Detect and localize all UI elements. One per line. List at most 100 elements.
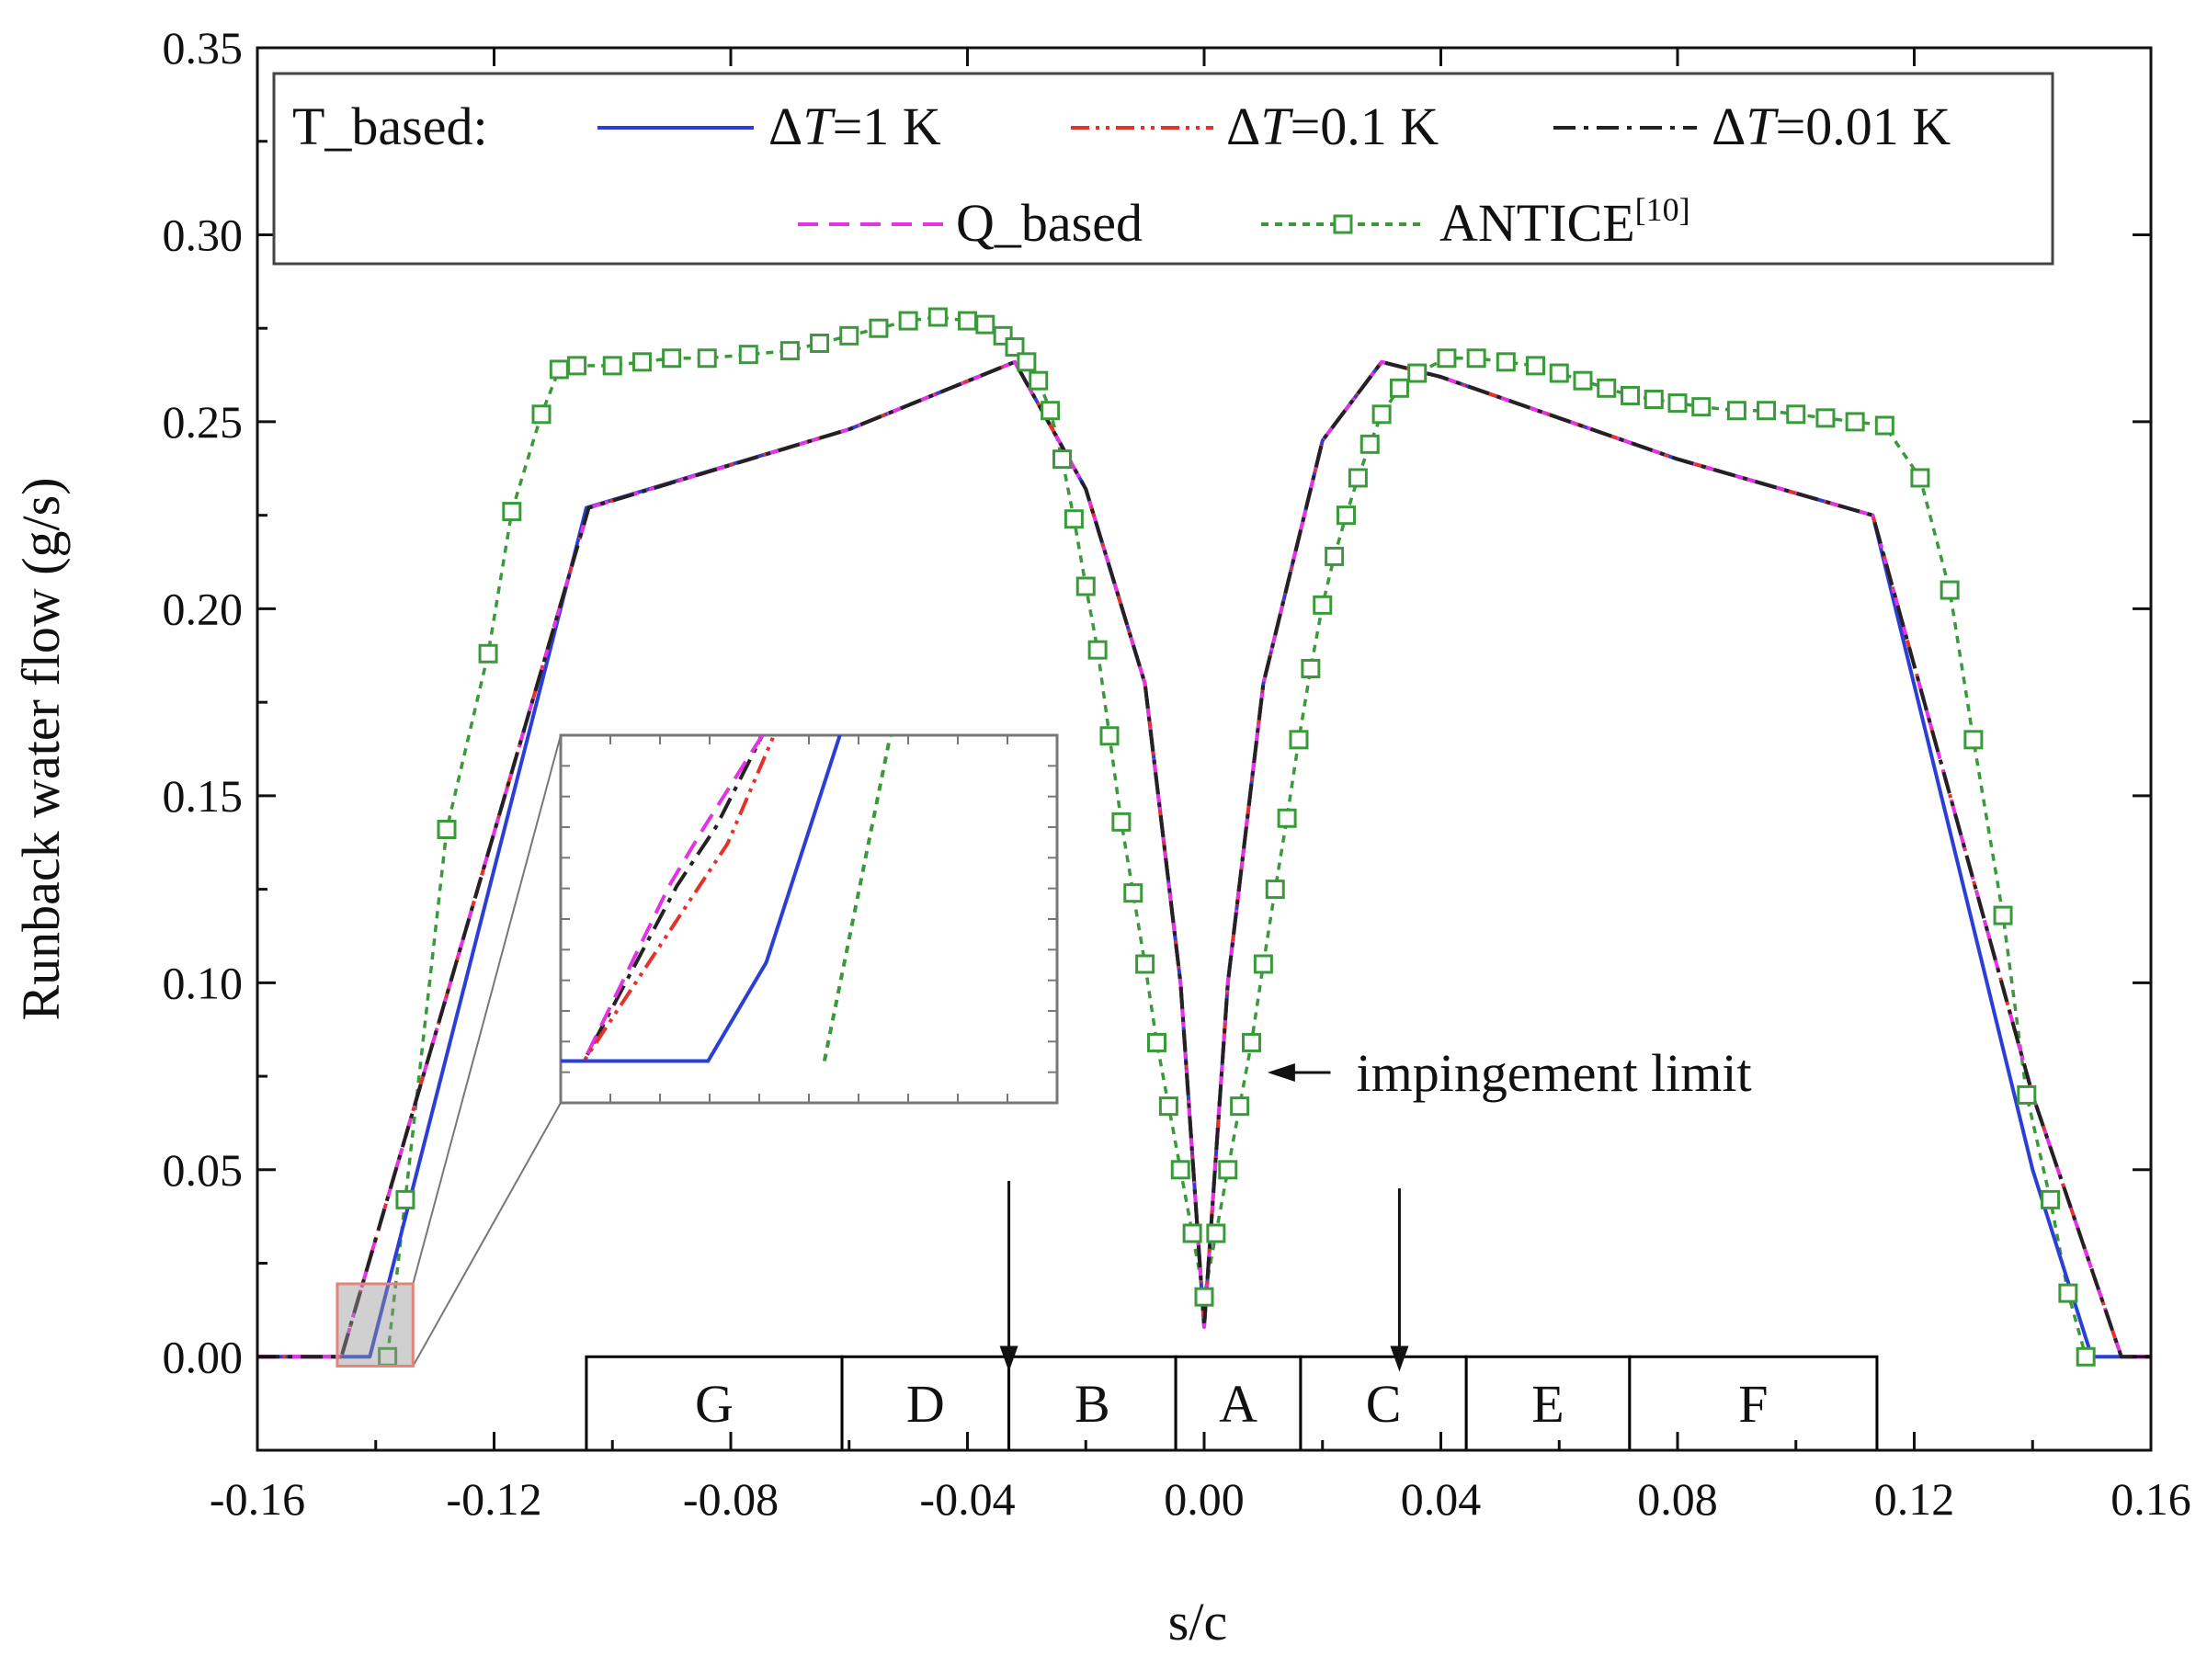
region-a-label: A — [1219, 1374, 1257, 1434]
antice-marker — [1786, 404, 1806, 425]
zoom-source-box — [336, 734, 562, 1368]
inset-series — [561, 735, 893, 1063]
y-tick-label: 0.00 — [163, 1331, 244, 1382]
antice-marker — [1691, 397, 1712, 417]
y-tick-label: 0.20 — [163, 583, 244, 634]
antice-marker — [502, 502, 522, 522]
series-lines — [257, 315, 2151, 1359]
series-dT1-line — [257, 359, 2151, 1359]
antice-marker — [1075, 576, 1096, 596]
antice-marker — [567, 356, 587, 376]
antice-marker — [1017, 352, 1037, 372]
y-tick-label: 0.05 — [163, 1144, 244, 1196]
inset-line-antice — [822, 735, 893, 1061]
antice-marker — [602, 356, 622, 376]
legend-label-dT1: ΔT=1 K — [768, 96, 941, 156]
inset-frame — [559, 733, 1059, 1105]
y-axis-title: Runback water flow (g/s) — [11, 477, 71, 1020]
antice-marker — [549, 359, 569, 380]
x-tick-label: 0.16 — [2110, 1473, 2191, 1525]
antice-marker — [1218, 1160, 1238, 1180]
x-axis-title: s/c — [1168, 1592, 1227, 1652]
impingement-arrows — [999, 1181, 1409, 1372]
legend-label-q: Q_based — [956, 193, 1143, 253]
legend-marker-antice — [1333, 214, 1353, 234]
antice-marker — [1123, 883, 1143, 903]
impingement-arrow-head — [1390, 1345, 1409, 1372]
antice-marker — [839, 325, 859, 346]
antice-marker — [869, 318, 889, 338]
antice-marker — [1389, 378, 1409, 398]
antice-marker — [1963, 730, 1984, 750]
antice-marker — [1277, 808, 1297, 828]
antice-marker — [1111, 812, 1132, 832]
antice-marker — [1726, 401, 1746, 421]
series-dT001-line — [257, 359, 2151, 1359]
antice-marker — [810, 333, 830, 353]
antice-marker — [1194, 1287, 1214, 1307]
antice-marker — [1289, 730, 1309, 750]
antice-marker — [1874, 415, 1894, 436]
y-tick-label: 0.10 — [163, 957, 244, 1008]
legend-label-dT001: ΔT=0.01 K — [1712, 96, 1951, 156]
antice-marker — [1170, 1160, 1190, 1180]
antice-marker — [1549, 363, 1569, 383]
axis-ticks: -0.16 -0.12 -0.08 -0.04 0.00 0.04 0.08 0.12 0.16… — [163, 22, 2191, 1525]
antice-marker — [1052, 449, 1072, 470]
antice-marker — [1087, 640, 1108, 660]
zoom-connector — [412, 734, 562, 1285]
legend-box — [272, 72, 2054, 266]
series-antice-line — [385, 315, 2088, 1357]
x-tick-label: 0.04 — [1401, 1473, 1482, 1525]
y-tick-label: 0.35 — [163, 22, 244, 74]
antice-marker — [1301, 659, 1321, 679]
antice-marker — [1206, 1223, 1226, 1243]
antice-marker — [2041, 1189, 2061, 1209]
antice-marker — [898, 311, 918, 331]
series-dT01-line — [257, 359, 2151, 1359]
antice-marker — [1667, 393, 1688, 414]
antice-marker — [1407, 363, 1428, 383]
antice-marker — [1029, 370, 1049, 391]
x-tick-label: -0.16 — [210, 1473, 305, 1525]
zoom-source-rect — [336, 1282, 415, 1368]
antice-marker — [1135, 954, 1155, 974]
antice-marker — [1230, 1096, 1250, 1117]
antice-marker — [1041, 401, 1061, 421]
x-tick-label: -0.04 — [919, 1473, 1015, 1525]
annotations: impingement limit — [1267, 1043, 1752, 1103]
antice-marker — [1597, 378, 1617, 398]
antice-marker — [738, 345, 758, 365]
x-tick-label: 0.08 — [1637, 1473, 1718, 1525]
region-f-label: F — [1738, 1374, 1768, 1434]
antice-marker — [1845, 412, 1865, 432]
antice-marker — [1815, 408, 1836, 428]
region-d-box — [840, 1355, 1011, 1452]
antice-marker — [779, 341, 800, 361]
antice-marker — [1099, 726, 1120, 746]
impingement-limit-label: impingement limit — [1357, 1043, 1752, 1103]
region-b-label: B — [1075, 1374, 1110, 1434]
zoom-connector — [412, 1102, 562, 1367]
legend-label-antice: ANTICE[10] — [1439, 191, 1690, 253]
region-c-label: C — [1366, 1374, 1402, 1434]
antice-marker — [1757, 401, 1777, 421]
x-tick-label: -0.08 — [683, 1473, 779, 1525]
antice-marker — [1526, 356, 1545, 376]
antice-marker — [478, 643, 498, 664]
antice-marker — [437, 819, 457, 839]
antice-marker — [1644, 390, 1664, 410]
antice-marker — [1496, 352, 1516, 372]
region-g-label: G — [695, 1374, 734, 1434]
antice-marker — [1910, 468, 1930, 488]
x-tick-label: 0.12 — [1874, 1473, 1955, 1525]
region-g-box — [585, 1355, 844, 1452]
impingement-arrow-head — [999, 1345, 1018, 1372]
region-d-label: D — [906, 1374, 945, 1434]
antice-marker — [1253, 954, 1273, 974]
region-e-label: E — [1531, 1374, 1564, 1434]
antice-marker — [1993, 905, 2013, 925]
antice-marker — [697, 348, 717, 369]
